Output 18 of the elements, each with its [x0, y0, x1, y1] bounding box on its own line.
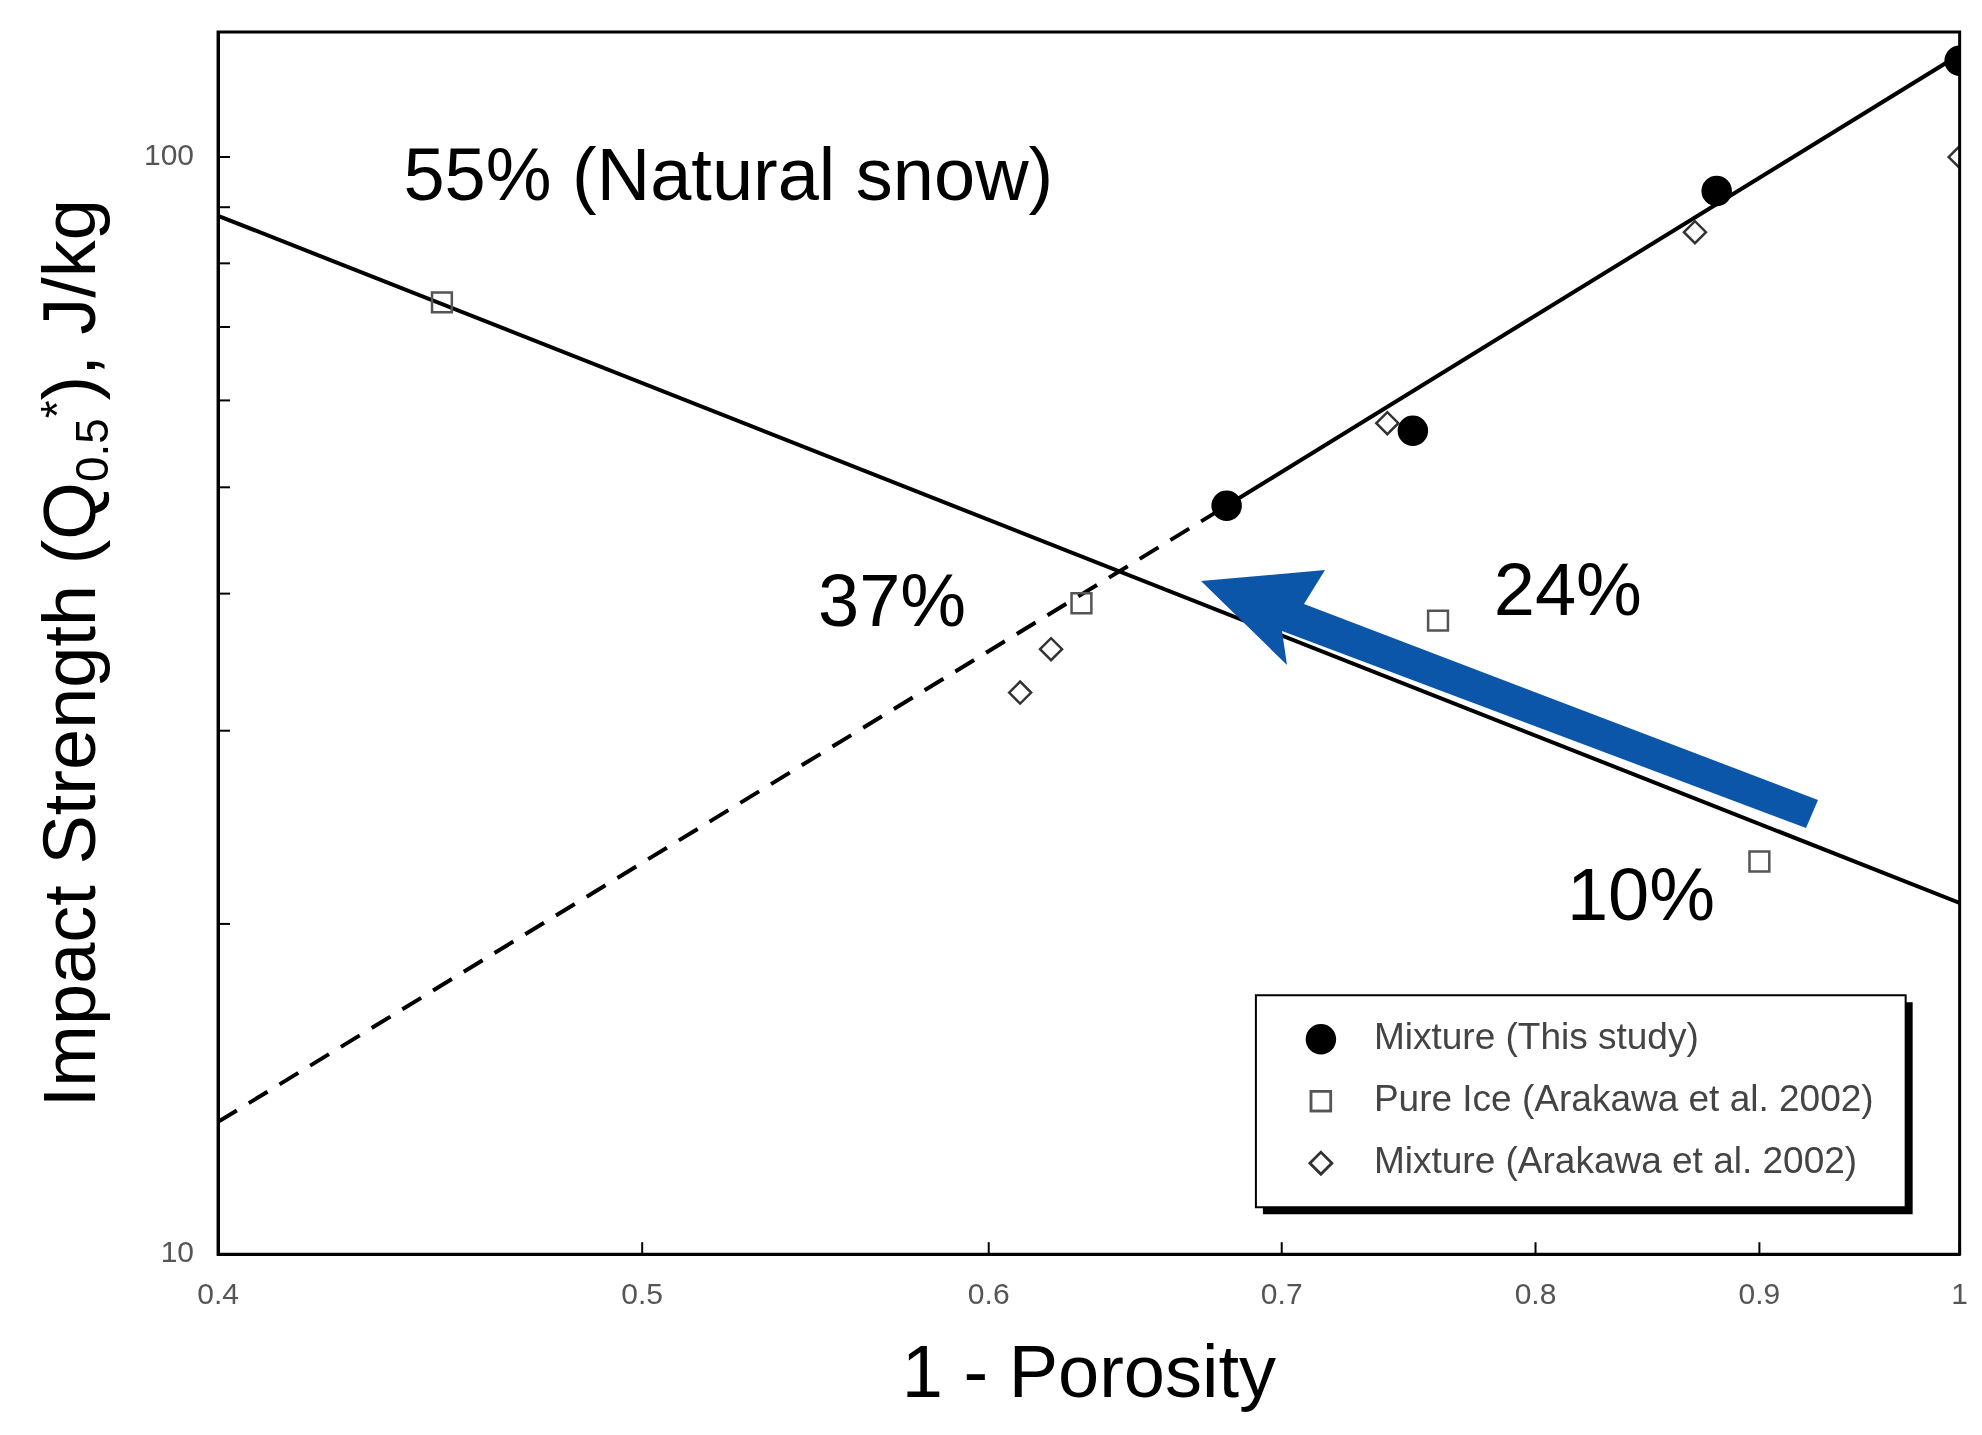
y-axis-title: Impact Strength (Q0.5*), J/kg: [28, 198, 119, 1108]
y-tick-label: 100: [143, 138, 195, 172]
legend-label: Pure Ice (Arakawa et al. 2002): [1373, 1078, 1874, 1120]
annotation: 37%: [818, 558, 967, 642]
x-tick-label: 0.8: [1514, 1277, 1557, 1311]
x-tick-label: 0.9: [1738, 1277, 1781, 1311]
x-tick-label: 0.5: [621, 1277, 664, 1311]
x-axis-title: 1 - Porosity: [901, 1330, 1276, 1414]
x-tick-label: 0.4: [197, 1277, 239, 1311]
y-tick-label: 10: [160, 1235, 195, 1269]
annotation: 10%: [1566, 853, 1715, 937]
x-tick-label: 0.6: [967, 1277, 1010, 1311]
annotation: 24%: [1493, 547, 1642, 631]
legend-label: Mixture (Arakawa et al. 2002): [1373, 1140, 1858, 1182]
legend-label: Mixture (This study): [1373, 1016, 1699, 1058]
x-tick-label: 1: [1951, 1277, 1968, 1311]
x-tick-label: 0.7: [1260, 1277, 1303, 1311]
annotation: 55% (Natural snow): [403, 133, 1054, 217]
